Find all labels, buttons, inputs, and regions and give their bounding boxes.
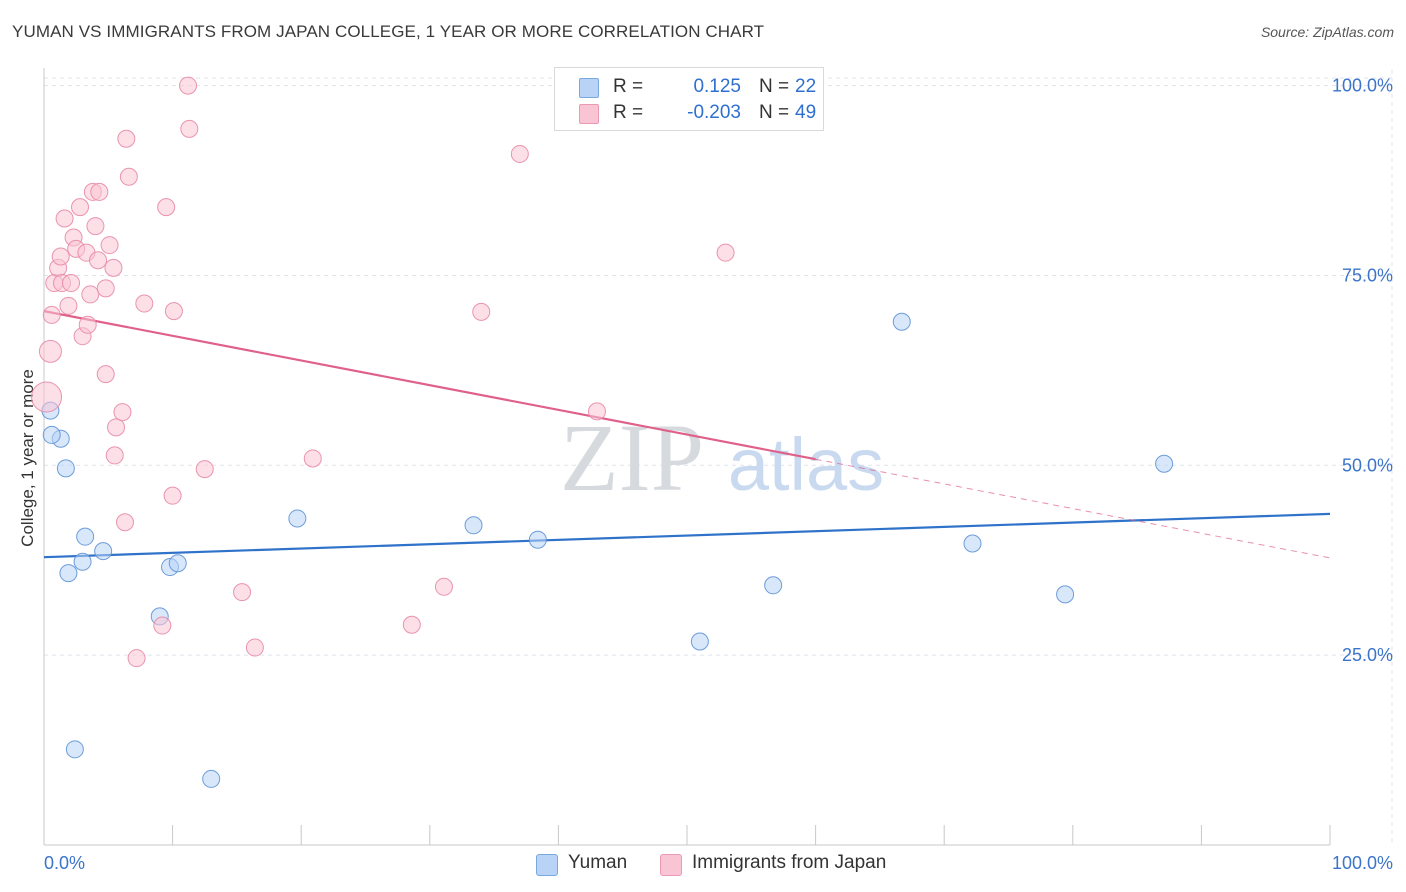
- correlation-legend: R = 0.125 N = 22 R = -0.203 N = 49: [554, 67, 824, 131]
- legend-label-yuman: Yuman: [568, 852, 628, 873]
- yuman-point: [764, 576, 783, 595]
- japan-point: [157, 198, 176, 217]
- yuman-point: [1056, 585, 1075, 604]
- japan-point: [716, 243, 735, 262]
- x-tick-label-min: 0.0%: [44, 853, 85, 873]
- japan-point: [55, 209, 74, 228]
- japan-point: [195, 460, 214, 479]
- n-value: 49: [795, 102, 817, 123]
- yuman-point: [963, 534, 982, 553]
- watermark-zip: ZIP: [560, 404, 704, 511]
- y-tick-label: 100.0%: [1332, 76, 1393, 96]
- yuman-point: [288, 509, 307, 528]
- japan-point: [119, 167, 138, 186]
- japan-point: [51, 247, 70, 266]
- japan-swatch: [579, 104, 599, 124]
- japan-point: [81, 285, 100, 304]
- japan-legend-swatch: [660, 854, 682, 876]
- yuman-point: [528, 530, 547, 549]
- yuman-point: [73, 552, 92, 571]
- trend-lines: [43, 310, 1331, 559]
- yuman-point: [59, 564, 78, 583]
- yuman-point: [65, 740, 84, 759]
- japan-point: [402, 615, 421, 634]
- japan-point: [89, 251, 108, 270]
- japan-point: [107, 418, 126, 437]
- n-label: N =: [759, 76, 790, 97]
- r-value: 0.125: [693, 76, 741, 97]
- japan-point: [117, 129, 136, 148]
- yuman-point: [464, 516, 483, 535]
- data-points: [31, 76, 1174, 788]
- yuman-point: [1155, 454, 1174, 473]
- yuman-point: [56, 459, 75, 478]
- japan-point: [179, 76, 198, 95]
- r-label: R =: [613, 102, 644, 123]
- legend-label-japan: Immigrants from Japan: [692, 852, 887, 873]
- japan-point: [113, 403, 132, 422]
- japan-point: [71, 198, 90, 217]
- japan-point: [245, 638, 264, 657]
- y-tick-label: 75.0%: [1342, 265, 1393, 285]
- y-tick-label: 50.0%: [1342, 455, 1393, 475]
- yuman-point: [94, 542, 113, 561]
- y-tick-label: 25.0%: [1342, 645, 1393, 665]
- n-label: N =: [759, 102, 790, 123]
- japan-point: [78, 315, 97, 334]
- japan-point: [105, 446, 124, 465]
- r-value: -0.203: [687, 102, 741, 123]
- yuman-point: [168, 554, 187, 573]
- japan-point: [100, 236, 119, 255]
- chart-title: YUMAN VS IMMIGRANTS FROM JAPAN COLLEGE, …: [12, 22, 765, 41]
- japan-point: [472, 302, 491, 321]
- japan-point: [90, 182, 109, 201]
- japan-point: [587, 402, 606, 421]
- axes: [43, 68, 1331, 846]
- japan-point: [38, 339, 62, 363]
- tick-labels: 25.0% 50.0% 75.0% 100.0% 0.0% 100.0%: [44, 76, 1393, 873]
- japan-point: [104, 258, 123, 277]
- yuman-point: [76, 527, 95, 546]
- trend-line-japan: [43, 310, 816, 461]
- japan-point: [62, 274, 81, 293]
- yuman-legend-swatch: [536, 854, 558, 876]
- watermark-atlas: atlas: [728, 423, 884, 506]
- n-value: 22: [795, 76, 817, 97]
- japan-point: [116, 513, 135, 532]
- japan-point: [127, 649, 146, 668]
- japan-point: [153, 616, 172, 635]
- yuman-swatch: [579, 78, 599, 98]
- yuman-point: [690, 632, 709, 651]
- japan-point: [59, 296, 78, 315]
- r-label: R =: [613, 76, 644, 97]
- trend-line-extension-japan: [815, 458, 1331, 559]
- japan-point: [510, 144, 529, 163]
- yuman-point: [42, 425, 61, 444]
- japan-point: [31, 381, 63, 413]
- yuman-point: [892, 312, 911, 331]
- japan-point: [42, 305, 61, 324]
- grid-lines: [44, 70, 1393, 845]
- japan-point: [96, 365, 115, 384]
- japan-point: [434, 577, 453, 596]
- japan-point: [164, 302, 183, 321]
- japan-point: [180, 119, 199, 138]
- trend-line-yuman: [43, 512, 1331, 559]
- japan-point: [303, 449, 322, 468]
- japan-point: [163, 486, 182, 505]
- source-credit: Source: ZipAtlas.com: [1260, 24, 1394, 40]
- x-tick-label-max: 100.0%: [1332, 853, 1393, 873]
- japan-point: [96, 279, 115, 298]
- yuman-point: [202, 769, 221, 788]
- watermark: ZIP atlas: [560, 404, 884, 511]
- japan-point: [86, 217, 105, 236]
- japan-point: [233, 583, 252, 602]
- japan-point: [135, 294, 154, 313]
